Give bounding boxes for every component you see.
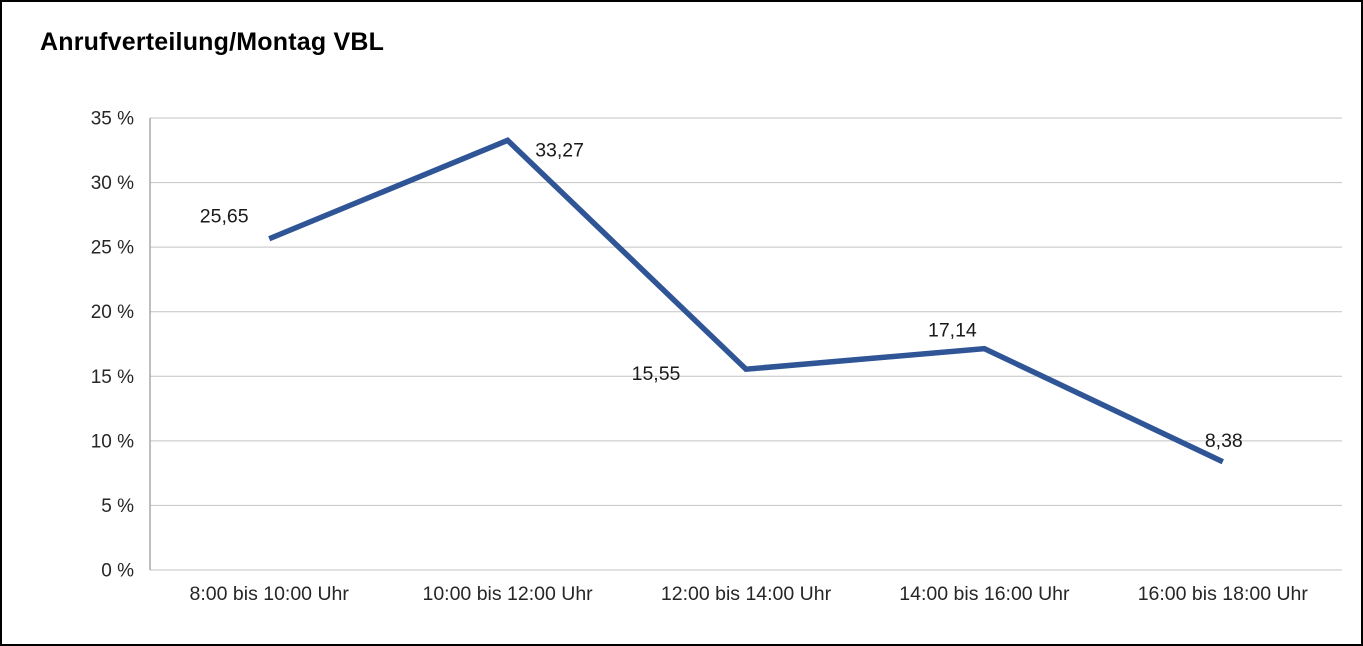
series-line [268, 137, 1224, 465]
data-point-label: 25,65 [200, 206, 249, 228]
x-tick-label: 12:00 bis 14:00 Uhr [661, 583, 832, 605]
y-tick-label: 20 % [91, 302, 134, 323]
x-tick-label: 10:00 bis 12:00 Uhr [422, 583, 593, 605]
y-tick-label: 0 % [101, 561, 134, 582]
y-tick-label: 10 % [91, 431, 134, 452]
data-point-label: 33,27 [535, 139, 584, 161]
x-tick-label: 14:00 bis 16:00 Uhr [899, 583, 1070, 605]
y-tick-label: 15 % [91, 367, 134, 388]
y-tick-label: 5 % [101, 496, 134, 517]
x-tick-label: 16:00 bis 18:00 Uhr [1138, 583, 1309, 605]
x-tick-label: 8:00 bis 10:00 Uhr [190, 583, 350, 605]
y-tick-label: 30 % [91, 173, 134, 194]
data-point-label: 15,55 [632, 363, 681, 385]
data-point-label: 17,14 [928, 320, 977, 342]
y-tick-label: 25 % [91, 238, 134, 259]
data-point-label: 8,38 [1205, 430, 1243, 452]
chart-title: Anrufverteilung/Montag VBL [40, 28, 385, 56]
y-tick-label: 35 % [91, 109, 134, 130]
